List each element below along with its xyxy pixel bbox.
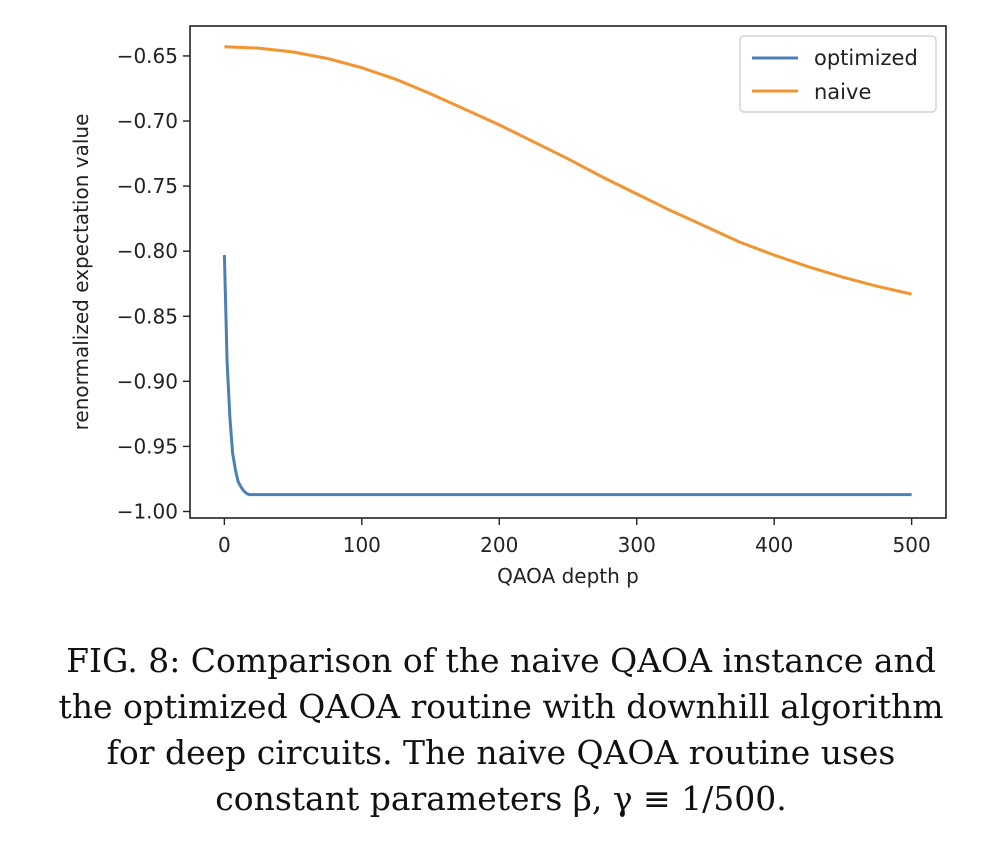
caption-line: FIG. 8: Comparison of the naive QAOA ins… [66, 641, 936, 680]
x-axis-label: QAOA depth p [497, 564, 639, 588]
y-tick-label: −0.85 [117, 304, 178, 328]
y-tick-label: −0.70 [117, 109, 178, 133]
chart: 0 100 200 300 400 500 −1.00 −0.95 −0.90 −0.85 −0.8… [69, 25, 947, 588]
legend: optimized naive [739, 35, 937, 113]
x-tick-label: 400 [755, 533, 793, 557]
series-line-optimized [222, 255, 912, 497]
x-tick-label: 0 [218, 533, 231, 557]
x-tick-label: 100 [343, 533, 381, 557]
y-tick-label: −0.80 [117, 239, 178, 263]
figure-caption: FIG. 8: Comparison of the naive QAOA ins… [0, 638, 1002, 822]
x-tick-label: 300 [618, 533, 656, 557]
y-tick-label: −1.00 [117, 499, 178, 523]
legend-box [739, 35, 937, 113]
y-tick-label: −0.65 [117, 44, 178, 68]
y-tick-label: −0.90 [117, 369, 178, 393]
caption-line: constant parameters β, γ ≡ 1/500. [215, 779, 787, 818]
plot-frame [189, 25, 947, 519]
caption-line: the optimized QAOA routine with downhill… [58, 687, 944, 726]
legend-label-naive: naive [814, 80, 871, 104]
series-line-naive [224, 45, 912, 296]
legend-label-optimized: optimized [814, 46, 918, 70]
caption-line: for deep circuits. The naive QAOA routin… [106, 733, 896, 772]
x-tick-label: 500 [893, 533, 931, 557]
y-tick-label: −0.75 [117, 174, 178, 198]
x-tick-label: 200 [480, 533, 518, 557]
y-axis-label: renormalized expectation value [69, 114, 93, 431]
y-tick-label: −0.95 [117, 434, 178, 458]
